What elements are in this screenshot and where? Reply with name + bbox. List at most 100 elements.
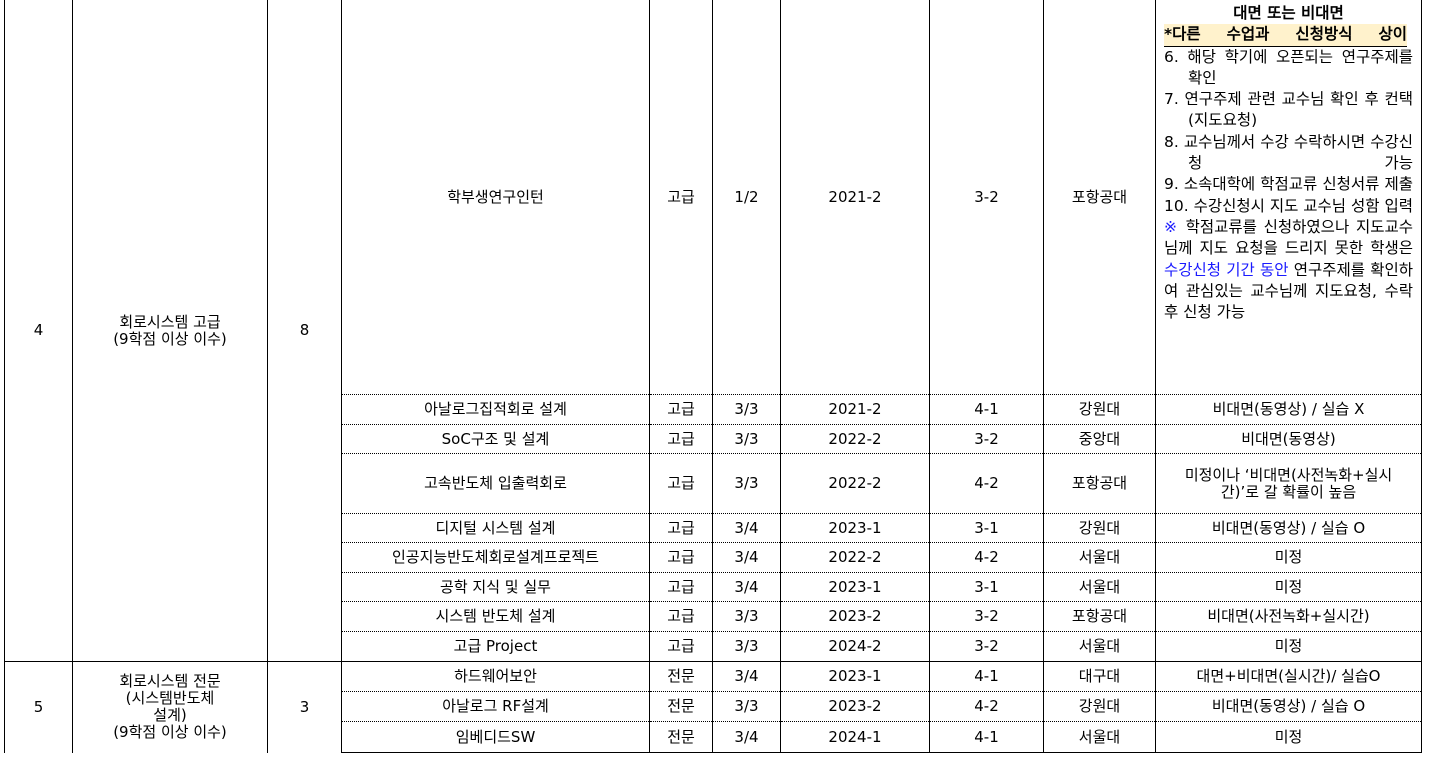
course-level: 전문 [667,697,695,715]
course-level: 고급 [667,474,695,492]
course-university: 포항공대 [1071,607,1128,625]
course-credit: 3/3 [734,474,759,492]
course-name: 하드웨어보안 [454,667,537,685]
area-note: (9학점 이상 이수) [113,329,227,348]
course-year: 3-2 [974,637,999,655]
course-year: 4-2 [974,474,999,492]
table-row: 고속반도체 입출력회로 고급 3/3 2022-2 4-2 포항공대 미정이나 ‘비대면(사… [5,453,1422,514]
course-credit: 3/4 [734,577,759,596]
course-credit: 3/3 [734,429,759,448]
course-year: 4-1 [974,667,999,685]
course-name: 인공지능반도체회로설계프로젝트 [391,548,599,566]
course-name: 고급 Project [453,637,538,655]
course-mode: 미정 [1274,548,1303,566]
course-name: 공학 지식 및 실무 [440,577,551,596]
area-sub: (시스템반도체 [125,689,215,708]
note-step: 7. 연구주제 관련 교수님 확인 후 컨택(지도요청) [1164,90,1413,130]
course-level: 고급 [667,429,695,448]
course-university: 서울대 [1078,727,1121,746]
course-university: 포항공대 [1071,187,1128,206]
note-step: 8. 교수님께서 수강 수락하시면 수강신청 가능 [1164,132,1413,173]
course-credit: 1/2 [734,187,759,206]
course-level: 고급 [667,400,695,418]
course-year: 3-2 [974,429,999,448]
course-name: 디지털 시스템 설계 [435,518,556,537]
course-term: 2023-1 [828,667,882,685]
course-name: 아날로그 RF설계 [442,697,549,715]
remark-text: 연구주제를 확인하여 관심있는 교수님께 지도요청, 수락 후 신청 가능 [1164,260,1413,322]
course-term: 2023-1 [828,577,882,596]
required-credits: 8 [299,321,310,339]
course-university: 중앙대 [1078,429,1121,448]
table-row: 5 회로시스템 전문 (시스템반도체 설계) (9학점 이상 이수) 3 하드웨어보안 전문 3… [4,661,1422,753]
course-mode: 비대면(사전녹화+실시간) [1207,607,1370,625]
remark-text: 학점교류를 신청하였으나 지도교수님께 지도 요청을 드리지 못한 학생은 [1164,217,1413,258]
course-university: 강원대 [1078,400,1121,418]
course-mode: 대면+비대면(실시간)/ 실습O [1196,667,1381,685]
course-mode: 비대면(동영상) / 실습 X [1212,400,1365,418]
course-university: 강원대 [1078,518,1121,537]
table-row: 디지털 시스템 설계 고급 3/4 2023-1 3-1 강원대 비대면(동영상) / 실습… [5,513,1422,543]
course-credit: 3/4 [734,727,759,746]
course-year: 3-1 [974,518,999,537]
group-number: 5 [33,697,44,716]
course-mode: 미정 [1274,577,1303,596]
course-year: 4-2 [974,548,999,566]
course-name: 고속반도체 입출력회로 [424,474,567,492]
course-university: 서울대 [1078,548,1121,566]
course-mode: 비대면(동영상) / 실습 O [1211,697,1366,715]
course-term: 2021-2 [828,400,882,418]
course-university: 강원대 [1078,697,1121,715]
table-row: 4 회로시스템 고급 (9학점 이상 이수) 8 학부생연구인턴 고급 1/2 2021-2 3… [4,0,1422,662]
course-credit: 3/3 [734,607,759,625]
course-level: 고급 [667,518,695,537]
course-name: 시스템 반도체 설계 [435,607,556,625]
course-name: 아날로그집적회로 설계 [424,400,567,418]
course-year: 4-1 [974,400,999,418]
course-term: 2024-1 [828,727,882,746]
course-year: 3-1 [974,577,999,596]
course-level: 고급 [667,607,695,625]
course-credit: 3/4 [734,548,759,566]
course-credit: 3/3 [734,400,759,418]
remark-highlight: 수강신청 기간 동안 [1164,260,1289,279]
area-sub: 설계) [153,706,187,725]
course-level: 고급 [667,577,695,596]
course-year: 3-2 [974,187,999,206]
course-level: 고급 [667,187,695,206]
course-name: SoC구조 및 설계 [441,429,550,448]
note-step: 10. 수강신청시 지도 교수님 성함 입력 [1164,196,1413,215]
table-row: 임베디드SW 전문 3/4 2024-1 4-1 서울대 미정 [5,721,1422,753]
course-level: 고급 [667,548,695,566]
table-row: 아날로그집적회로 설계 고급 3/3 2021-2 4-1 강원대 비대면(동영상) / 실… [5,394,1422,425]
group-number: 4 [33,321,44,339]
course-university: 포항공대 [1071,474,1128,492]
course-credit: 3/4 [734,667,759,685]
course-credit: 3/3 [734,637,759,655]
course-level: 전문 [667,667,695,685]
course-credit: 3/4 [734,518,759,537]
course-level: 전문 [667,727,695,746]
area-name: 회로시스템 전문 [119,672,221,691]
course-mode: 비대면(동영상) / 실습 O [1211,518,1366,537]
course-mode: 미정 [1274,727,1303,746]
course-university: 서울대 [1078,577,1121,596]
course-name: 학부생연구인턴 [447,187,544,206]
course-term: 2023-2 [828,697,882,715]
required-credits: 3 [299,697,310,716]
table-row: SoC구조 및 설계 고급 3/3 2022-2 3-2 중앙대 비대면(동영상) [5,424,1422,454]
course-university: 대구대 [1078,667,1121,685]
course-term: 2021-2 [828,187,882,206]
course-credit: 3/3 [734,697,759,715]
course-term: 2022-2 [828,429,882,448]
course-mode: 비대면(동영상) [1241,429,1336,448]
table-row: 인공지능반도체회로설계프로젝트 고급 3/4 2022-2 4-2 서울대 미정 [5,542,1422,573]
area-note: (9학점 이상 이수) [113,723,227,742]
note-highlight: *다른 수업과 신청방식 상이 [1164,24,1407,47]
course-university: 서울대 [1078,637,1121,655]
table-row: 고급 Project 고급 3/3 2024-2 3-2 서울대 미정 [5,631,1422,662]
course-term: 2023-1 [828,518,882,537]
table-row: 공학 지식 및 실무 고급 3/4 2023-1 3-1 서울대 미정 [5,572,1422,602]
course-mode: 미정 [1274,637,1303,655]
course-year: 3-2 [974,607,999,625]
